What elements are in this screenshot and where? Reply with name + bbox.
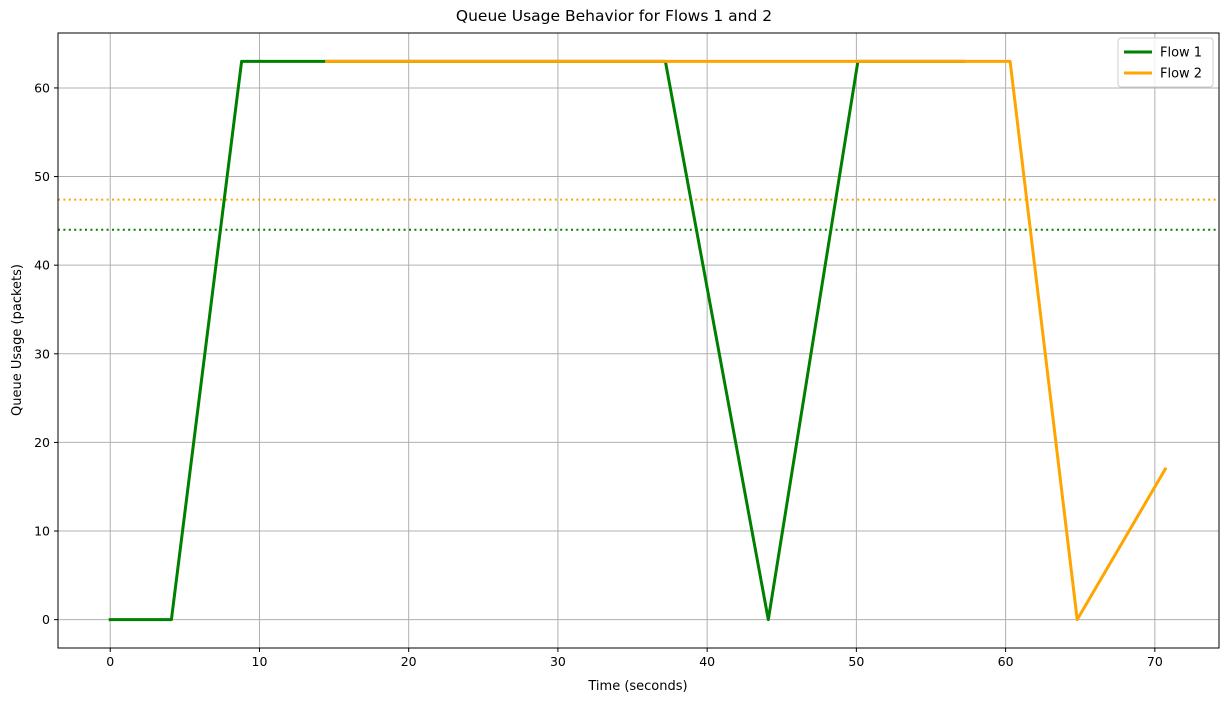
legend-box xyxy=(1117,37,1214,88)
x-tick-label: 10 xyxy=(252,654,268,669)
y-tick-label: 0 xyxy=(42,612,50,627)
plot-frame xyxy=(57,32,1220,649)
y-axis-ticks: 0 10 20 30 40 50 60 xyxy=(34,80,58,627)
x-axis-label: Time (seconds) xyxy=(587,679,687,694)
grid xyxy=(58,33,1219,648)
series-lines xyxy=(108,59,1168,622)
x-tick-label: 30 xyxy=(550,654,566,669)
y-tick-label: 30 xyxy=(34,346,50,361)
x-tick-label: 70 xyxy=(1147,654,1163,669)
x-tick-label: 20 xyxy=(401,654,417,669)
y-tick-label: 50 xyxy=(34,169,50,184)
series-line-flow-2 xyxy=(325,59,1168,622)
chart-title: Queue Usage Behavior for Flows 1 and 2 xyxy=(456,7,772,25)
y-tick-label: 20 xyxy=(34,435,50,450)
y-axis-label: Queue Usage (packets) xyxy=(10,264,25,416)
plot-area xyxy=(58,33,1219,648)
x-tick-label: 50 xyxy=(848,654,864,669)
x-axis-ticks: 0 10 20 30 40 50 60 70 xyxy=(106,648,1163,669)
y-tick-label: 10 xyxy=(34,524,50,539)
legend-label: Flow 1 xyxy=(1160,46,1202,61)
legend: Flow 1 Flow 2 xyxy=(1117,37,1214,88)
x-tick-label: 40 xyxy=(699,654,715,669)
x-tick-label: 0 xyxy=(106,654,114,669)
x-tick-label: 60 xyxy=(998,654,1014,669)
y-tick-label: 60 xyxy=(34,80,50,95)
y-tick-label: 40 xyxy=(34,258,50,273)
legend-label: Flow 2 xyxy=(1160,67,1202,82)
